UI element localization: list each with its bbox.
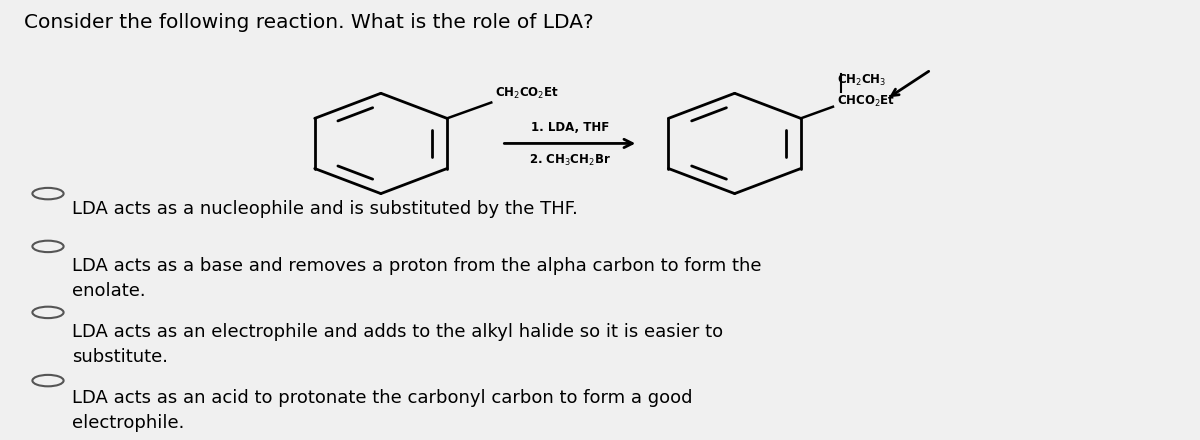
Text: 2. CH$_3$CH$_2$Br: 2. CH$_3$CH$_2$Br (529, 153, 611, 168)
Text: LDA acts as a nucleophile and is substituted by the THF.: LDA acts as a nucleophile and is substit… (72, 200, 578, 218)
Text: LDA acts as an acid to protonate the carbonyl carbon to form a good
electrophile: LDA acts as an acid to protonate the car… (72, 389, 692, 433)
Text: CH$_2$CH$_3$: CH$_2$CH$_3$ (836, 73, 887, 88)
Text: CH$_2$CO$_2$Et: CH$_2$CO$_2$Et (496, 86, 559, 102)
Text: Consider the following reaction. What is the role of LDA?: Consider the following reaction. What is… (24, 13, 594, 32)
Text: CHCO$_2$Et: CHCO$_2$Et (836, 94, 895, 109)
Text: 1. LDA, THF: 1. LDA, THF (530, 121, 608, 134)
Text: LDA acts as a base and removes a proton from the alpha carbon to form the
enolat: LDA acts as a base and removes a proton … (72, 257, 762, 301)
Text: LDA acts as an electrophile and adds to the alkyl halide so it is easier to
subs: LDA acts as an electrophile and adds to … (72, 323, 724, 367)
